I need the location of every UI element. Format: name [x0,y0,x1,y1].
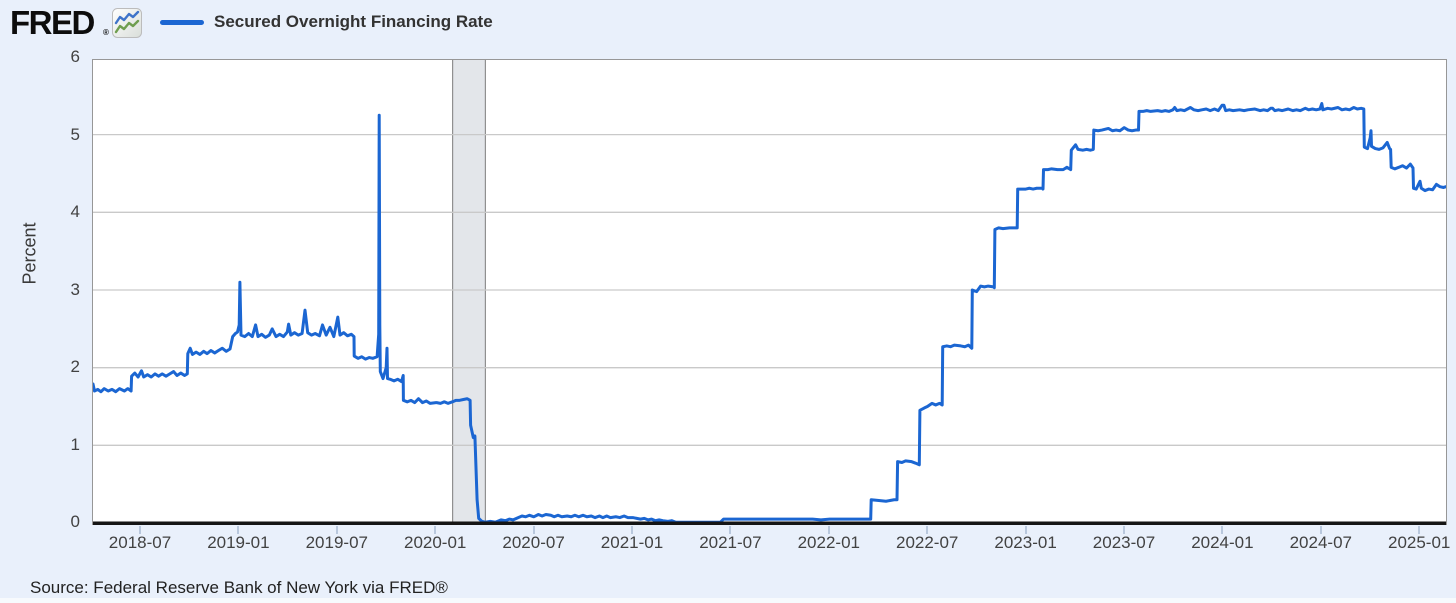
x-tick-label: 2024-07 [1289,533,1352,552]
x-tick-label: 2019-07 [305,533,368,552]
y-tick-label: 1 [70,434,80,454]
x-tick-label: 2020-07 [502,533,565,552]
y-tick-label: 4 [70,202,80,221]
x-tick-mark [1123,526,1125,534]
y-axis-title: Percent [19,222,40,285]
x-tick-label: 2021-01 [600,533,664,552]
x-tick-mark [631,526,633,534]
y-tick-label: 0 [70,512,80,531]
x-tick-label: 2023-01 [994,533,1057,552]
x-tick-mark [926,526,929,534]
bottom-strip [0,598,1456,603]
x-tick-mark [139,526,141,534]
x-tick-mark [1024,526,1027,534]
fred-logo-registered-mark: ® [103,28,109,37]
plot-area[interactable] [92,59,1447,525]
y-tick-label: 2 [70,357,80,376]
x-tick-label: 2018-07 [108,533,172,552]
x-tick-mark [237,526,240,534]
x-axis-line [93,521,1446,525]
x-tick-mark [434,526,437,534]
recession-band [452,60,486,523]
legend-line-swatch [160,19,204,25]
legend-series-label: Secured Overnight Financing Rate [214,12,493,31]
x-tick-mark [1418,526,1421,534]
x-tick-mark [532,526,535,534]
fred-sparkline-icon[interactable] [112,8,142,38]
y-tick-label: 6 [70,47,80,66]
x-tick-mark [335,526,338,534]
x-tick-label: 2022-01 [797,533,860,552]
sofr-line[interactable] [93,102,1446,524]
x-tick-label: 2022-07 [895,533,959,552]
y-tick-label: 5 [70,124,80,144]
x-tick-label: 2019-01 [207,533,270,552]
x-tick-label: 2024-01 [1191,533,1254,552]
x-tick-mark [1319,526,1322,534]
x-tick-mark [729,526,732,534]
x-tick-label: 2020-01 [403,533,467,552]
x-tick-label: 2021-07 [699,533,762,552]
legend: Secured Overnight Financing Rate [160,12,493,32]
x-tick-label: 2025-01 [1387,533,1451,552]
x-tick-mark [827,526,830,534]
x-tick-mark [1221,526,1224,534]
y-tick-label: 3 [70,279,80,299]
source-note: Source: Federal Reserve Bank of New York… [30,578,448,597]
x-tick-label: 2023-07 [1092,533,1156,552]
fred-logo[interactable]: FRED [10,4,95,41]
